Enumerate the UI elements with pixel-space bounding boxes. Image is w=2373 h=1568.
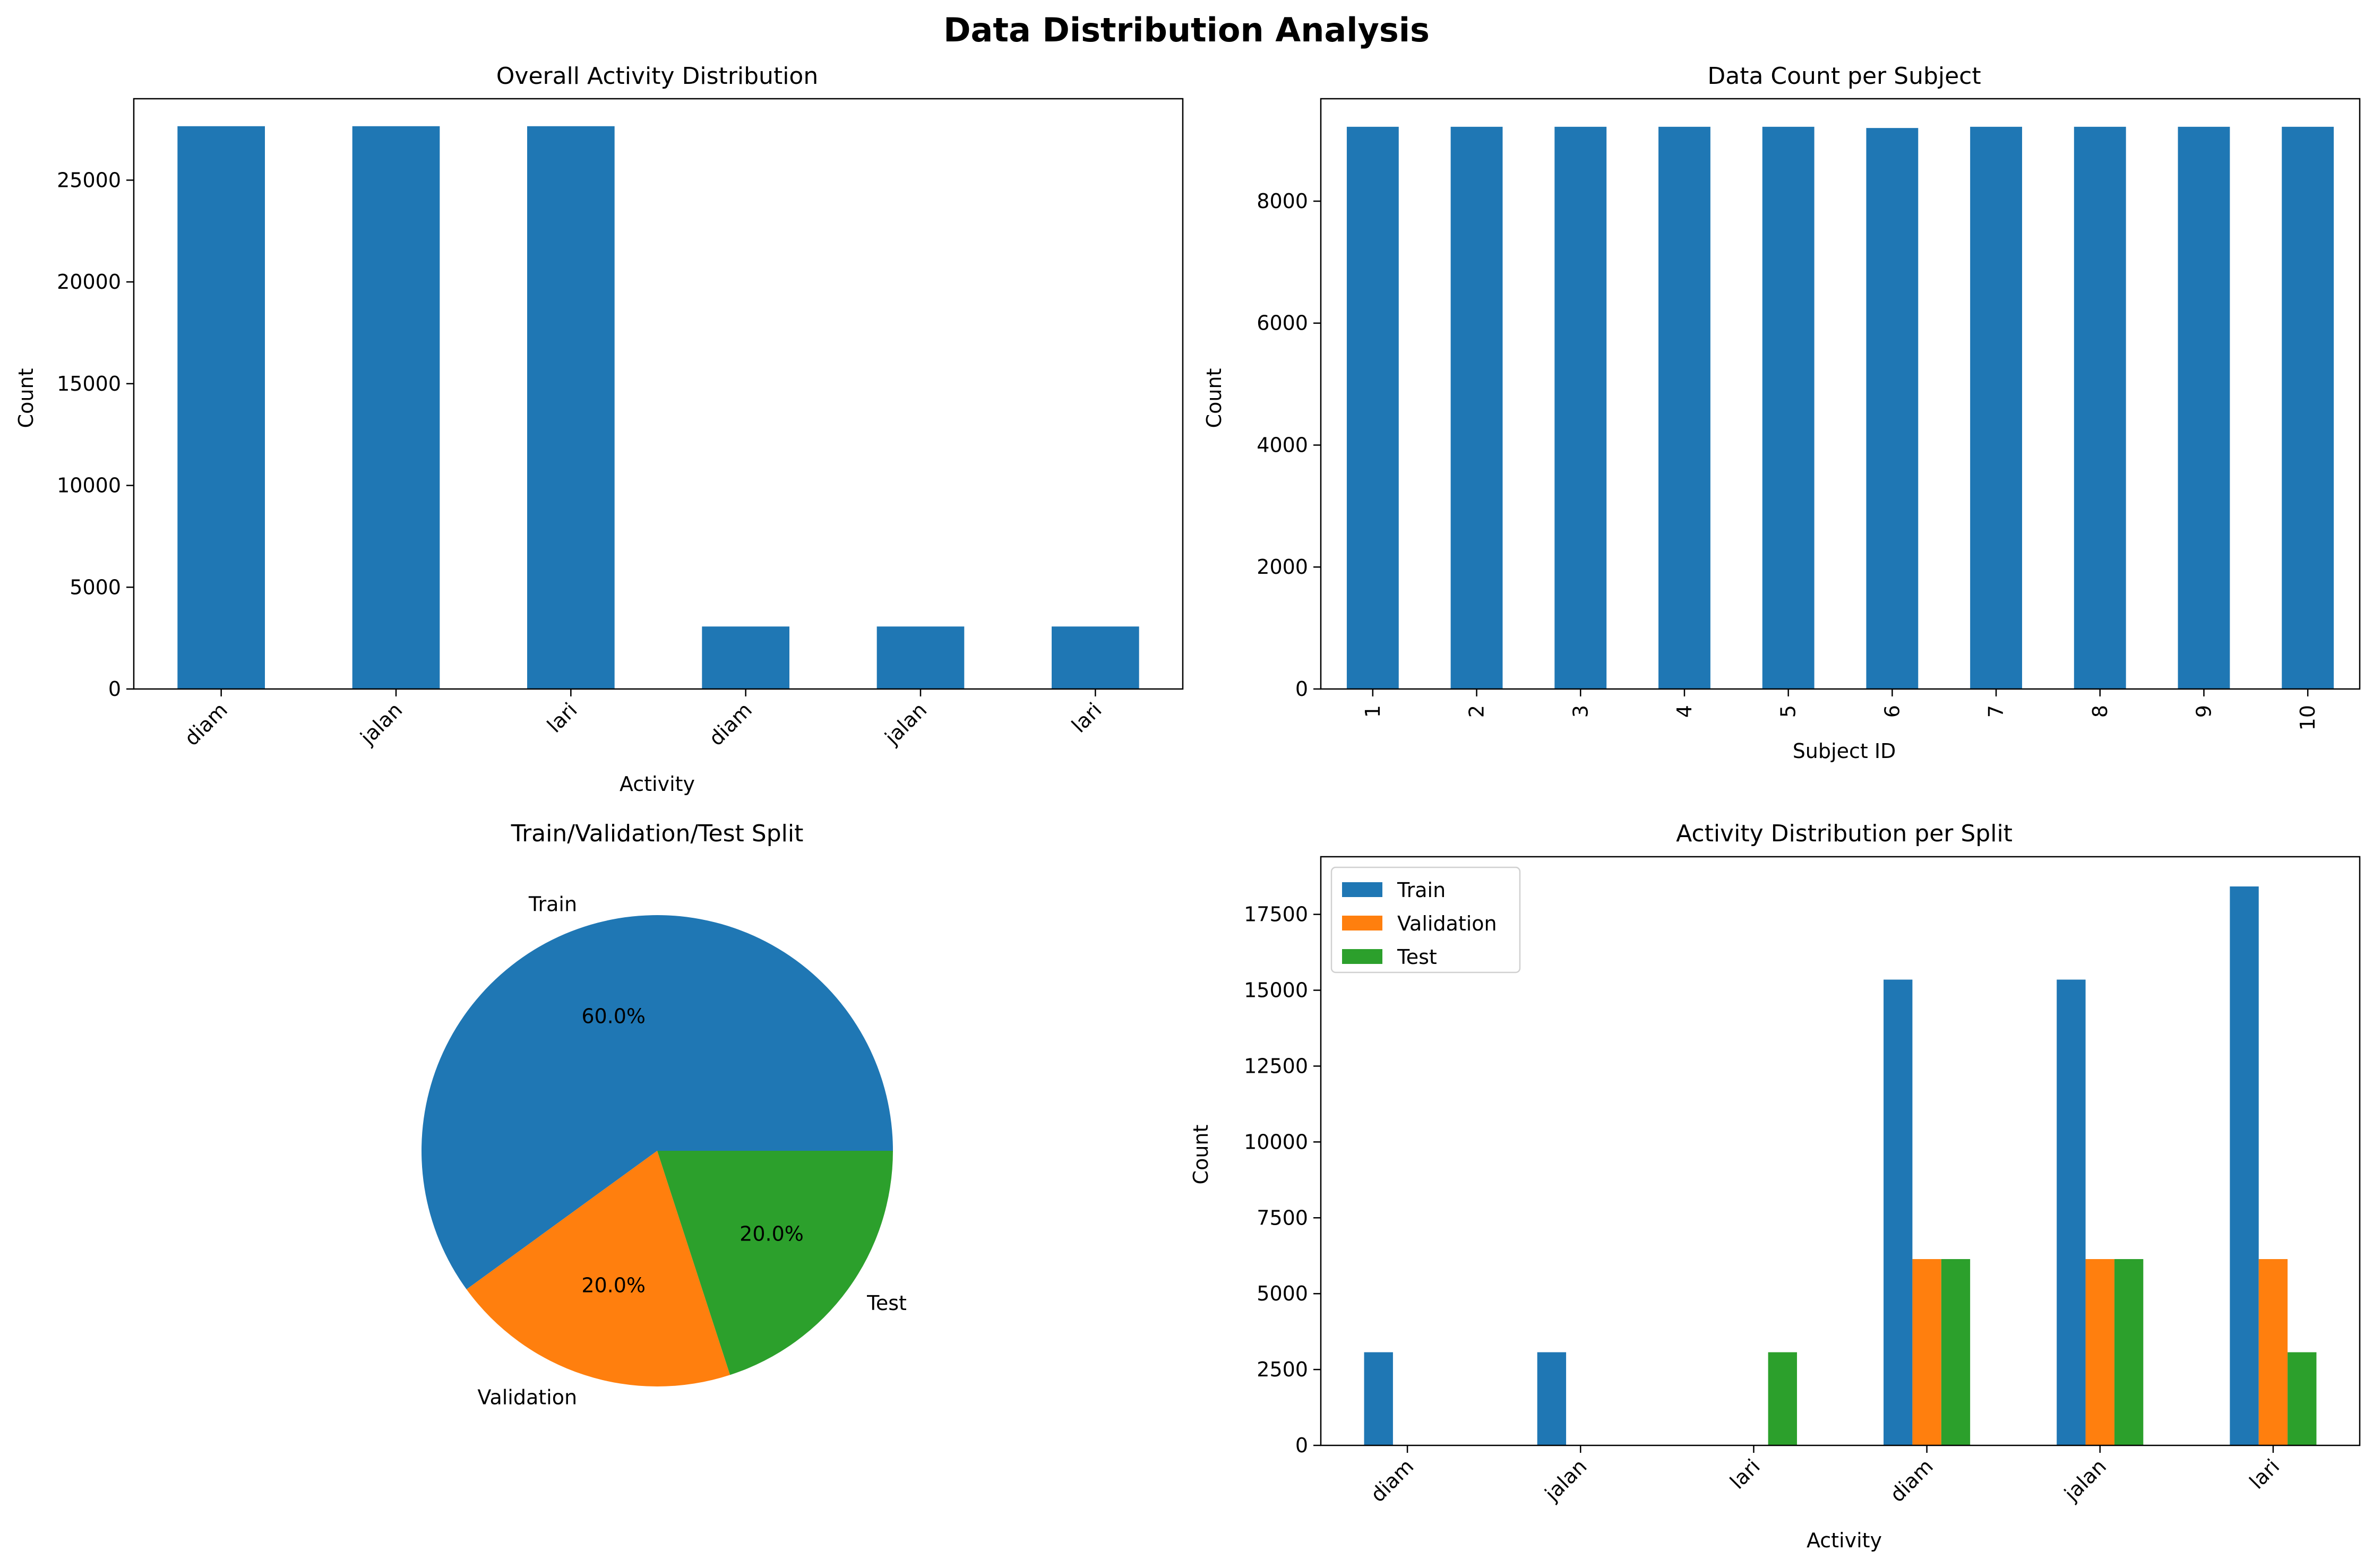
bar <box>2258 1259 2288 1445</box>
legend-swatch <box>1342 949 1382 964</box>
x-tick-label: 8 <box>2088 705 2112 718</box>
pie-label: Test <box>866 1291 907 1315</box>
bar <box>352 126 440 690</box>
x-tick-label: 7 <box>1984 705 2008 718</box>
figure-suptitle: Data Distribution Analysis <box>943 11 1430 49</box>
bar <box>527 126 615 690</box>
x-tick-label: 5 <box>1777 705 1800 718</box>
legend-swatch <box>1342 916 1382 931</box>
bar <box>1762 126 1815 689</box>
y-tick-label: 15000 <box>1244 979 1308 1002</box>
y-tick-label: 25000 <box>57 168 121 192</box>
pie-slice <box>466 1151 730 1386</box>
split-activity-chart: Activity Distribution per Split Activity… <box>1189 820 2361 1552</box>
plot-frame <box>133 98 1184 690</box>
bar <box>2178 126 2230 689</box>
x-tick-label: 1 <box>1361 705 1385 718</box>
chart-title: Train/Validation/Test Split <box>511 820 804 847</box>
bar <box>1941 1259 1971 1445</box>
subject-count-chart: Data Count per Subject Subject ID Count … <box>1202 63 2361 763</box>
bar <box>1450 126 1503 689</box>
chart-title: Activity Distribution per Split <box>1676 820 2013 847</box>
y-tick-label: 20000 <box>57 270 121 294</box>
y-tick-label: 0 <box>108 677 121 701</box>
y-tick-label: 2500 <box>1257 1358 1308 1381</box>
bar <box>1537 1352 1567 1445</box>
bar <box>1658 126 1710 689</box>
chart-title: Data Count per Subject <box>1707 63 1981 90</box>
bar <box>2230 886 2259 1445</box>
split-pie-chart: Train/Validation/Test Split Train 60.0% Va… <box>422 820 907 1409</box>
y-tick-label: 5000 <box>70 575 121 599</box>
y-tick-label: 8000 <box>1257 189 1308 213</box>
bar <box>702 626 789 689</box>
y-axis-label: Count <box>1202 368 1226 428</box>
x-tick-label: 3 <box>1569 705 1592 718</box>
bar <box>1884 979 1913 1445</box>
y-tick-label: 2000 <box>1257 555 1308 579</box>
plot-frame <box>1320 856 2361 1446</box>
bar <box>2114 1259 2144 1445</box>
y-tick-label: 0 <box>1295 677 1308 701</box>
y-tick-label: 4000 <box>1257 433 1308 456</box>
legend-label: Train <box>1397 878 1446 902</box>
legend-label: Test <box>1397 945 1437 969</box>
bar <box>2074 126 2126 689</box>
y-tick-label: 10000 <box>57 474 121 497</box>
x-tick-label: 2 <box>1465 705 1489 718</box>
pie-percent-label: 20.0% <box>740 1222 804 1246</box>
pie-percent-label: 60.0% <box>581 1005 646 1028</box>
x-tick-label: 6 <box>1880 705 1904 718</box>
legend-swatch <box>1342 882 1382 897</box>
y-tick-label: 10000 <box>1244 1130 1308 1153</box>
x-axis-label: Subject ID <box>1793 739 1896 763</box>
bar <box>2288 1352 2317 1445</box>
y-tick-label: 17500 <box>1244 903 1308 926</box>
y-axis-label: Count <box>14 368 38 428</box>
x-tick-label: 10 <box>2296 705 2319 730</box>
y-tick-label: 15000 <box>57 372 121 395</box>
x-tick-label: 9 <box>2192 705 2215 718</box>
bar <box>177 126 265 690</box>
y-tick-label: 0 <box>1295 1434 1308 1457</box>
bar <box>1052 626 1139 689</box>
x-axis-label: Activity <box>1807 1529 1882 1552</box>
bar <box>2282 126 2334 689</box>
bar <box>1768 1352 1797 1445</box>
pie-label: Train <box>528 893 577 916</box>
x-axis-label: Activity <box>620 772 695 796</box>
bar <box>876 626 965 689</box>
bar <box>1554 126 1607 689</box>
bar <box>1912 1259 1941 1445</box>
plot-frame <box>1320 98 2361 690</box>
bar <box>1970 126 2022 689</box>
y-tick-label: 7500 <box>1257 1206 1308 1229</box>
pie-label: Validation <box>477 1385 577 1409</box>
bar <box>2057 979 2086 1445</box>
x-tick-label: 4 <box>1673 705 1696 718</box>
y-axis-label: Count <box>1189 1125 1213 1185</box>
pie-percent-label: 20.0% <box>581 1273 646 1297</box>
y-tick-label: 5000 <box>1257 1282 1308 1305</box>
activity-distribution-chart: Overall Activity Distribution Activity C… <box>14 63 1184 796</box>
pie-slice <box>657 1151 893 1375</box>
y-tick-label: 12500 <box>1244 1054 1308 1078</box>
bar <box>1364 1352 1393 1445</box>
bar <box>2085 1259 2114 1445</box>
bar <box>1346 126 1399 689</box>
y-tick-label: 6000 <box>1257 312 1308 335</box>
chart-title: Overall Activity Distribution <box>496 63 818 90</box>
bar <box>1866 128 1919 689</box>
legend-label: Validation <box>1397 912 1497 935</box>
pie-slice <box>422 915 893 1289</box>
